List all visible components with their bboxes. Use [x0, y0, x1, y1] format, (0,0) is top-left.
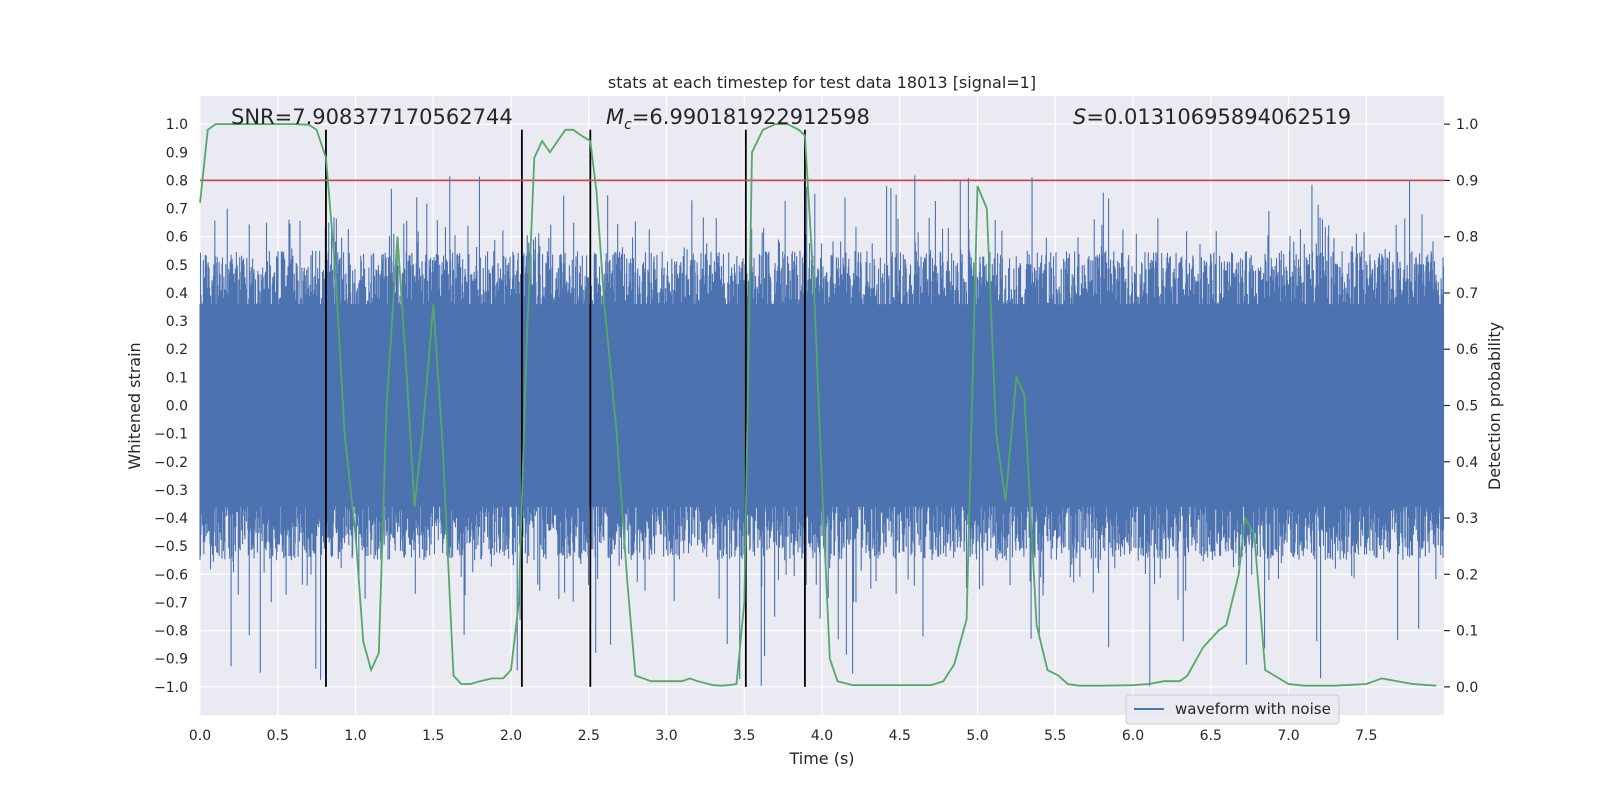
chart-title: stats at each timestep for test data 180… — [608, 73, 1036, 92]
y-tick-label: 0.4 — [166, 286, 188, 302]
y-tick-label: 0.2 — [166, 342, 188, 358]
y-tick-label: −0.2 — [154, 455, 188, 471]
y-tick-label: 0.8 — [166, 173, 188, 189]
x-tick-label: 5.5 — [1044, 728, 1066, 744]
x-tick-label: 3.0 — [655, 728, 677, 744]
y-tick-label: 0.9 — [166, 145, 188, 161]
legend-label: waveform with noise — [1175, 700, 1331, 718]
y-tick-label: 0.7 — [166, 202, 188, 218]
y-tick-label: −0.9 — [154, 652, 188, 668]
y2-tick-label: 0.6 — [1456, 342, 1478, 358]
x-tick-label: 5.0 — [966, 728, 988, 744]
x-axis-label: Time (s) — [788, 749, 854, 768]
x-tick-label: 4.5 — [889, 728, 911, 744]
detection-probability-line — [199, 123, 1437, 687]
y-tick-label: −0.4 — [154, 511, 188, 527]
x-tick-label: 2.5 — [578, 728, 600, 744]
y-tick-label: 0.3 — [166, 314, 188, 330]
x-tick-label: 3.5 — [733, 728, 755, 744]
y2-tick-label: 0.5 — [1456, 399, 1478, 415]
mc-value: =6.990181922912598 — [632, 105, 870, 129]
y-tick-label: −0.5 — [154, 539, 188, 555]
y-tick-label: −0.1 — [154, 427, 188, 443]
y-tick-label: 0.0 — [166, 399, 188, 415]
y2-tick-label: 0.2 — [1456, 567, 1478, 583]
mc-subscript: c — [624, 117, 632, 133]
x-tick-label: 2.0 — [500, 728, 522, 744]
x-tick-label: 7.0 — [1277, 728, 1299, 744]
legend-box — [1125, 694, 1340, 725]
y2-tick-labels: 1.0 0.9 0.8 0.7 0.6 0.5 0.4 0.3 0.2 0.1 0.0 — [1444, 117, 1478, 696]
x-tick-label: 0.0 — [189, 728, 211, 744]
y-tick-label: 0.1 — [166, 370, 188, 386]
y-tick-label: 0.6 — [166, 230, 188, 246]
y-tick-label: −0.6 — [154, 567, 188, 583]
s-value: =0.01310695894062519 — [1086, 105, 1351, 129]
y2-tick-label: 0.1 — [1456, 624, 1478, 640]
y-tick-label: 0.5 — [166, 258, 188, 274]
mc-symbol: M — [606, 105, 624, 129]
snr-annotation: SNR=7.908377170562744 — [231, 105, 513, 129]
y2-axis-label: Detection probability — [1485, 322, 1504, 490]
x-tick-labels: 0.0 0.5 1.0 1.5 2.0 2.5 3.0 3.5 4.0 4.5 5.0 5.5 6.0 6… — [189, 728, 1378, 744]
x-tick-label: 0.5 — [267, 728, 289, 744]
y-tick-label: −0.3 — [154, 483, 188, 499]
x-tick-label: 6.5 — [1200, 728, 1222, 744]
y2-tick-label: 0.8 — [1456, 230, 1478, 246]
y2-tick-label: 0.3 — [1456, 511, 1478, 527]
y-axis-label: Whitened strain — [125, 342, 144, 469]
y2-tick-label: 0.4 — [1456, 455, 1478, 471]
y-tick-label: 1.0 — [166, 117, 188, 133]
x-tick-label: 4.0 — [811, 728, 833, 744]
y-tick-label: −1.0 — [154, 680, 188, 696]
x-tick-label: 6.0 — [1122, 728, 1144, 744]
spin-annotation: S=0.01310695894062519 — [1073, 105, 1351, 129]
y2-tick-label: 1.0 — [1456, 117, 1478, 133]
legend: waveform with noise — [1125, 694, 1340, 725]
y2-tick-label: 0.0 — [1456, 680, 1478, 696]
y-tick-label: −0.7 — [154, 595, 188, 611]
s-symbol: S — [1073, 105, 1086, 129]
x-tick-label: 7.5 — [1355, 728, 1377, 744]
y2-tick-label: 0.7 — [1456, 286, 1478, 302]
x-tick-label: 1.0 — [344, 728, 366, 744]
y-tick-labels: 1.0 0.9 0.8 0.7 0.6 0.5 0.4 0.3 0.2 0.1 0.0 −0.1 −0.… — [154, 117, 188, 696]
vertical-markers — [325, 129, 806, 687]
x-tick-label: 1.5 — [422, 728, 444, 744]
y-tick-label: −0.8 — [154, 624, 188, 640]
chirp-mass-annotation: Mc=6.990181922912598 — [606, 105, 870, 133]
y2-tick-label: 0.9 — [1456, 173, 1478, 189]
